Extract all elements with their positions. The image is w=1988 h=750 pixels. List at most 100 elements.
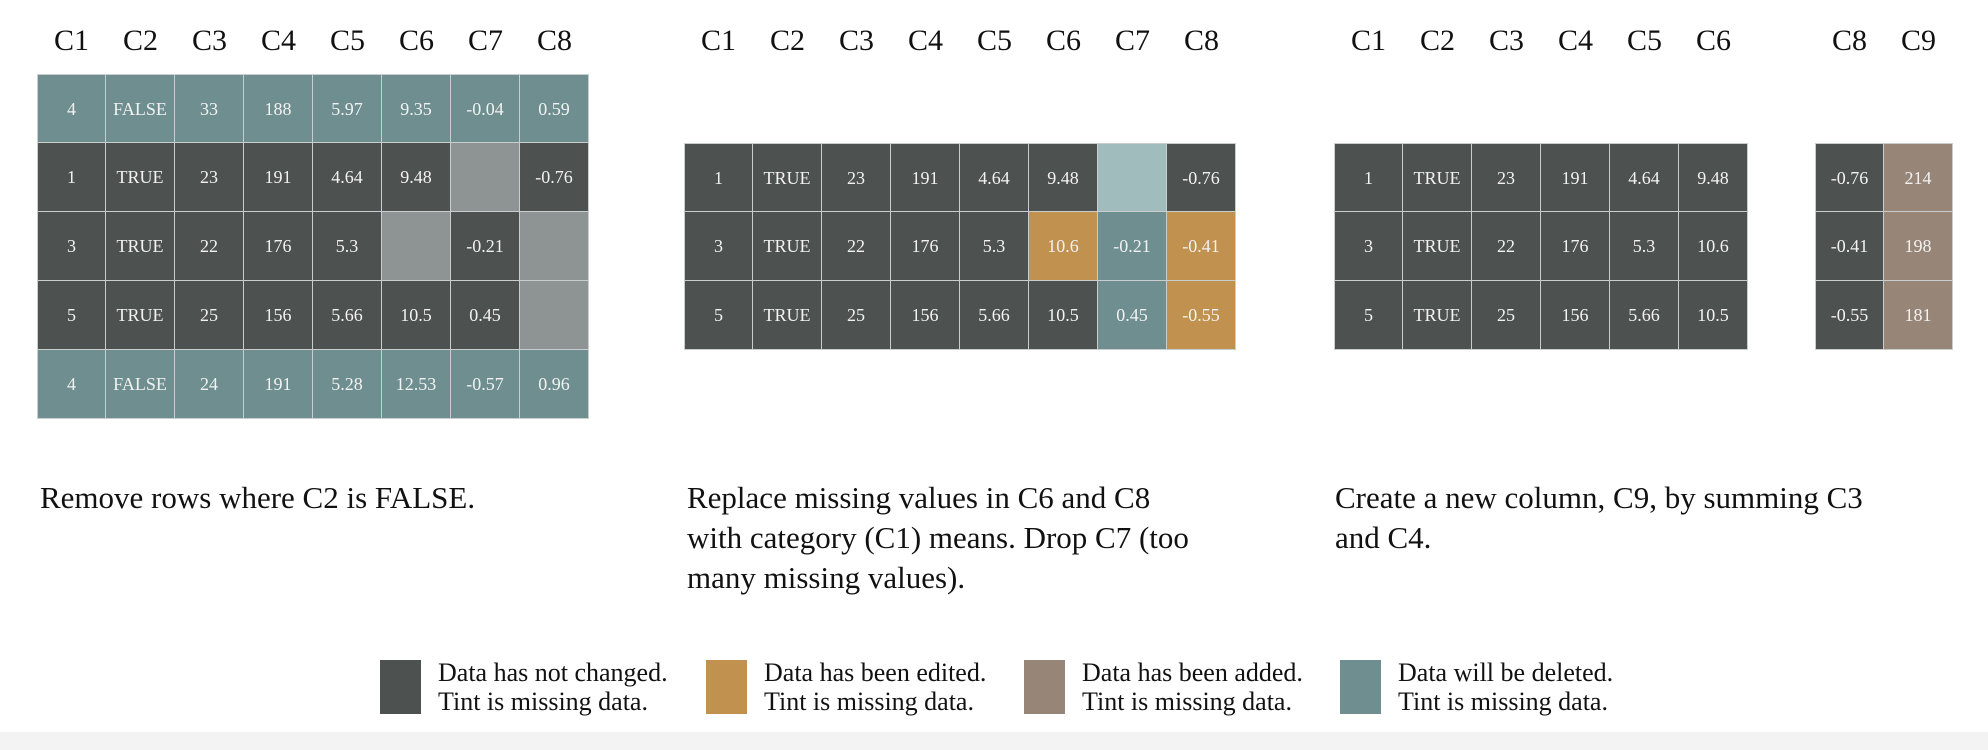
- column-header: C2: [122, 24, 158, 57]
- table-cell: 5.66: [1610, 281, 1679, 350]
- table-cell: -0.57: [451, 350, 520, 419]
- edited-cell: -0.41: [1167, 212, 1236, 281]
- table-cell: 4.64: [1610, 143, 1679, 212]
- table-cell: -0.41: [1815, 212, 1884, 281]
- table-replace-missing: 1 TRUE 23 191 4.64 9.48 -0.76 3 TRUE 22 …: [684, 143, 1236, 350]
- table-cell: 0.45: [451, 281, 520, 350]
- table-cell: 5.97: [313, 74, 382, 143]
- legend-line: Data has been added.: [1082, 658, 1303, 687]
- missing-cell: [451, 143, 520, 212]
- added-cell: 181: [1884, 281, 1953, 350]
- table-cell: 5.66: [313, 281, 382, 350]
- table-cell: 9.35: [382, 74, 451, 143]
- table-cell: 3: [37, 212, 106, 281]
- table-cell: 25: [822, 281, 891, 350]
- legend-line: Tint is missing data.: [1082, 687, 1292, 716]
- column-header: C5: [329, 24, 365, 57]
- table-cell: 191: [244, 143, 313, 212]
- table-cell: 10.5: [1029, 281, 1098, 350]
- column-header: C1: [1350, 24, 1386, 57]
- column-header: C9: [1900, 24, 1936, 57]
- caption-line: many missing values).: [687, 560, 966, 595]
- column-header: C2: [769, 24, 805, 57]
- table-cell: -0.21: [451, 212, 520, 281]
- table-cell: 9.48: [1029, 143, 1098, 212]
- table-cell: 9.48: [1679, 143, 1748, 212]
- table-cell: 22: [1472, 212, 1541, 281]
- legend-line: Data will be deleted.: [1398, 658, 1614, 687]
- table-cell: -0.76: [1167, 143, 1236, 212]
- table-cell: 5: [37, 281, 106, 350]
- column-header: C8: [536, 24, 572, 57]
- legend-swatch: [1340, 660, 1381, 714]
- table-cell: 23: [822, 143, 891, 212]
- table-cell: 4: [37, 350, 106, 419]
- table-cell: 22: [822, 212, 891, 281]
- table-cell: 12.53: [382, 350, 451, 419]
- table-cell: 23: [175, 143, 244, 212]
- table-cell: TRUE: [753, 212, 822, 281]
- table-cell: 10.5: [1679, 281, 1748, 350]
- column-header: C5: [976, 24, 1012, 57]
- table-cell: -0.55: [1815, 281, 1884, 350]
- table-cell: 5: [1334, 281, 1403, 350]
- table-cell: 5.3: [1610, 212, 1679, 281]
- table-cell: 5.3: [960, 212, 1029, 281]
- table-cell: 156: [891, 281, 960, 350]
- table-cell: -0.04: [451, 74, 520, 143]
- table-cell: 10.5: [382, 281, 451, 350]
- column-header: C6: [398, 24, 434, 57]
- table-cell: -0.76: [1815, 143, 1884, 212]
- caption-step-3: Create a new column, C9, by summing C3 a…: [1335, 478, 1955, 558]
- table-cell: 23: [1472, 143, 1541, 212]
- table-cell: 25: [1472, 281, 1541, 350]
- caption-line: Replace missing values in C6 and C8: [687, 480, 1151, 515]
- table-cell: 176: [244, 212, 313, 281]
- caption-line: and C4.: [1335, 520, 1432, 555]
- legend-line: Tint is missing data.: [438, 687, 648, 716]
- legend-line: Data has not changed.: [438, 658, 668, 687]
- table-cell: 25: [175, 281, 244, 350]
- column-header: C2: [1419, 24, 1455, 57]
- table-cell: 22: [175, 212, 244, 281]
- table-cell: 156: [1541, 281, 1610, 350]
- table-cell: TRUE: [106, 281, 175, 350]
- table-cell: 5: [684, 281, 753, 350]
- legend-label: Data has not changed. Tint is missing da…: [438, 658, 668, 716]
- table-cell: -0.21: [1098, 212, 1167, 281]
- caption-line: with category (C1) means. Drop C7 (too: [687, 520, 1189, 555]
- table-cell: 9.48: [382, 143, 451, 212]
- table-cell: 5.66: [960, 281, 1029, 350]
- table-cell: 156: [244, 281, 313, 350]
- edited-cell: -0.55: [1167, 281, 1236, 350]
- table-cell: TRUE: [1403, 143, 1472, 212]
- legend-label: Data will be deleted. Tint is missing da…: [1398, 658, 1613, 716]
- table-cell: 5.28: [313, 350, 382, 419]
- column-header: C1: [53, 24, 89, 57]
- added-cell: 198: [1884, 212, 1953, 281]
- legend-label: Data has been added. Tint is missing dat…: [1082, 658, 1303, 716]
- legend-line: Tint is missing data.: [764, 687, 974, 716]
- missing-cell: [382, 212, 451, 281]
- table-cell: TRUE: [753, 281, 822, 350]
- table-cell: 0.96: [520, 350, 589, 419]
- table-cell: 1: [37, 143, 106, 212]
- column-header: C4: [1557, 24, 1593, 57]
- table-cell: TRUE: [1403, 281, 1472, 350]
- legend-label: Data has been edited. Tint is missing da…: [764, 658, 986, 716]
- table-cell: 3: [684, 212, 753, 281]
- column-header: C4: [907, 24, 943, 57]
- column-header: C8: [1831, 24, 1867, 57]
- table-cell: 33: [175, 74, 244, 143]
- table-cell: 0.45: [1098, 281, 1167, 350]
- edited-cell: 10.6: [1029, 212, 1098, 281]
- table-cell: 191: [891, 143, 960, 212]
- table-cell: 10.6: [1679, 212, 1748, 281]
- column-header: C6: [1045, 24, 1081, 57]
- missing-cell: [520, 281, 589, 350]
- table-cell: 4: [37, 74, 106, 143]
- missing-cell: [1098, 143, 1167, 212]
- table-cell: 176: [891, 212, 960, 281]
- missing-cell: [520, 212, 589, 281]
- caption-step-2: Replace missing values in C6 and C8 with…: [687, 478, 1287, 598]
